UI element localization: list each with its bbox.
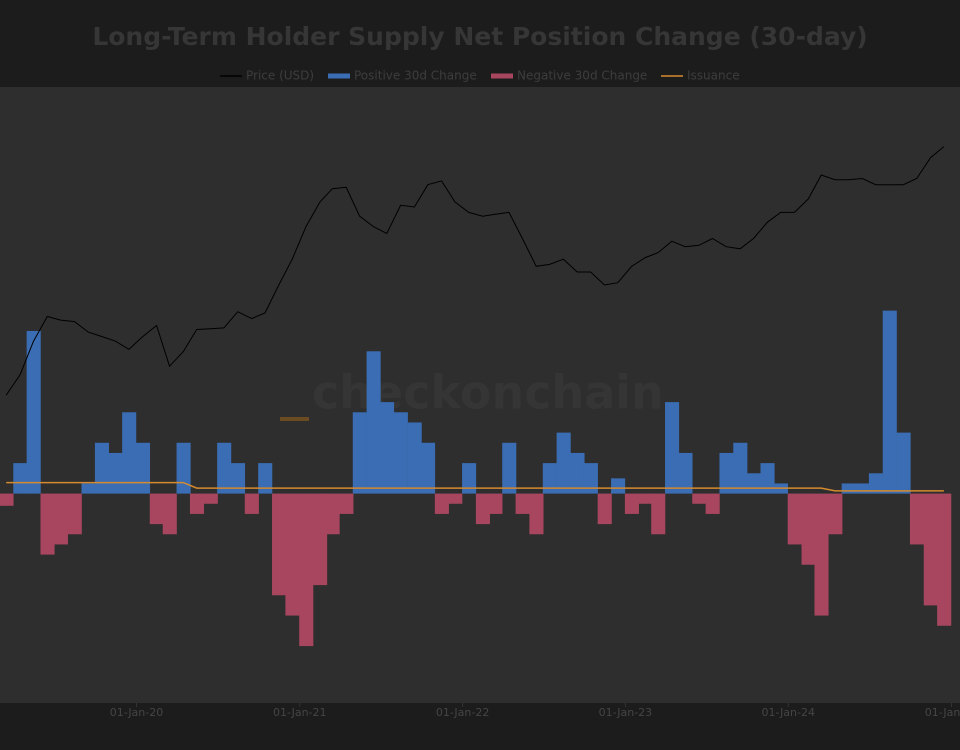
bar [366, 351, 381, 494]
bar [379, 402, 395, 494]
bar [868, 473, 883, 494]
bar [122, 412, 137, 494]
bar [787, 493, 802, 545]
bar [937, 493, 952, 626]
bar [556, 432, 571, 494]
bar [542, 463, 557, 494]
bar [733, 442, 748, 494]
bar [313, 493, 328, 586]
bar [719, 452, 734, 494]
bar [597, 493, 612, 525]
x-tick-label: 01-Jan-25 [925, 706, 960, 719]
bar [570, 452, 585, 494]
legend-label: Price (USD) [246, 69, 314, 83]
bar [67, 493, 82, 535]
bar [0, 493, 14, 506]
bar [638, 493, 653, 504]
bar [678, 452, 693, 494]
bar [94, 442, 110, 494]
bar [407, 422, 422, 494]
bar [13, 463, 28, 494]
bar [272, 493, 287, 596]
bar [529, 493, 544, 535]
bar [814, 493, 829, 616]
bar [705, 493, 720, 514]
bar [81, 483, 96, 494]
bar [108, 452, 123, 494]
x-tick-label: 01-Jan-20 [110, 706, 164, 719]
legend-label: Issuance [687, 69, 740, 83]
bar [448, 493, 463, 504]
legend-label: Negative 30d Change [517, 69, 647, 83]
bar [909, 493, 925, 545]
bar [339, 493, 354, 514]
bar [325, 493, 340, 535]
bar [828, 493, 843, 535]
bar [189, 493, 205, 514]
bar [230, 463, 246, 494]
chart-title: Long-Term Holder Supply Net Position Cha… [92, 22, 867, 51]
bar [801, 493, 816, 565]
bar [665, 402, 680, 494]
bar [882, 310, 897, 494]
bar [149, 493, 164, 525]
bar [760, 463, 775, 494]
bar [352, 412, 367, 494]
bar [923, 493, 938, 606]
bar [611, 478, 626, 494]
bar [285, 493, 300, 616]
bar [583, 463, 598, 494]
legend-label: Positive 30d Change [354, 69, 477, 83]
bar [176, 442, 191, 494]
bar [515, 493, 530, 514]
x-tick-label: 01-Jan-24 [761, 706, 815, 719]
plot-area [0, 87, 960, 703]
bar [393, 412, 408, 494]
bar [434, 493, 449, 514]
bar [624, 493, 639, 514]
bar [896, 432, 911, 494]
bar [692, 493, 707, 504]
bar [162, 493, 177, 535]
bar [299, 493, 314, 647]
bar [217, 442, 232, 494]
bar [462, 463, 477, 494]
bar [258, 463, 273, 494]
bar [135, 442, 151, 494]
bar [855, 483, 870, 494]
bar [841, 483, 856, 494]
bar [203, 493, 218, 504]
x-tick-label: 01-Jan-23 [599, 706, 653, 719]
bar [475, 493, 490, 525]
x-tick-label: 01-Jan-22 [436, 706, 490, 719]
bar [26, 330, 41, 494]
bar [502, 442, 517, 494]
line [6, 481, 944, 492]
bar [746, 473, 761, 494]
bar [421, 442, 436, 494]
bar [53, 493, 68, 545]
bar [651, 493, 666, 535]
x-tick-label: 01-Jan-21 [273, 706, 327, 719]
bar [488, 493, 503, 514]
line [5, 146, 945, 396]
bar [40, 493, 55, 555]
bar [244, 493, 259, 514]
watermark: checkonchain [312, 366, 664, 420]
